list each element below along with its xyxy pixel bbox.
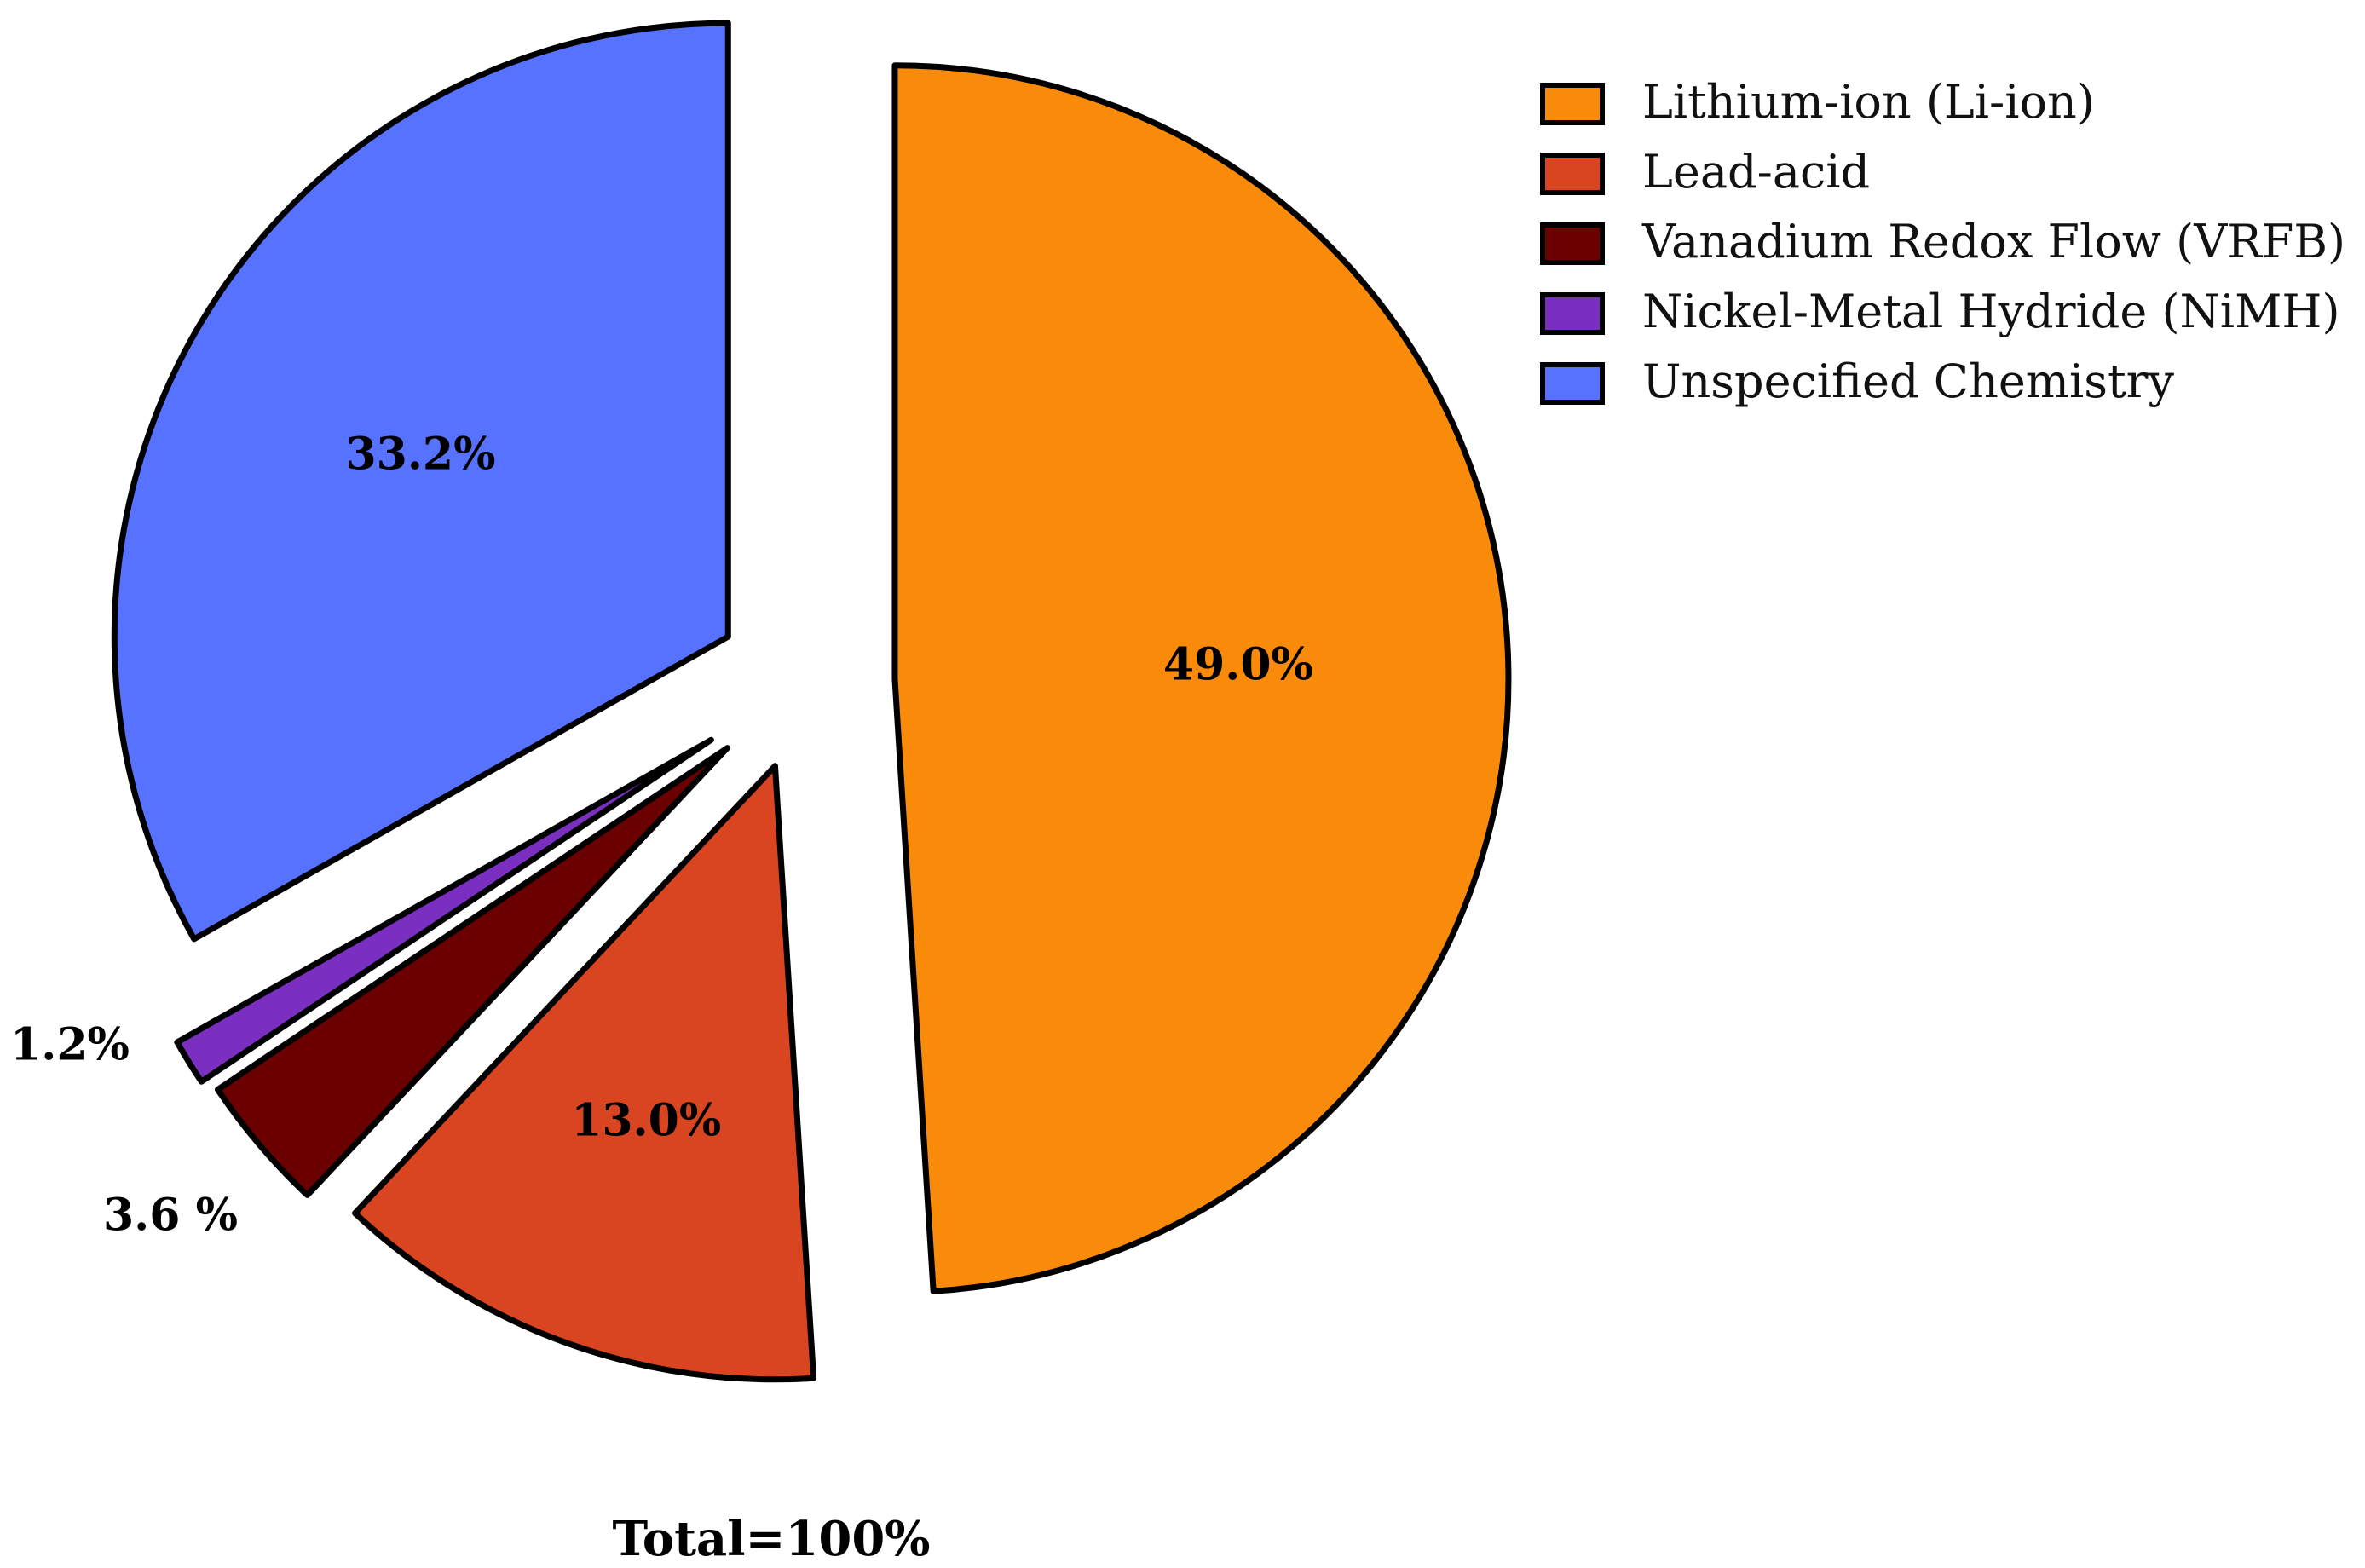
legend: Lithium-ion (Li-ion) Lead-acid Vanadium Re… — [1540, 75, 2345, 408]
legend-label-4: Nickel-Metal Hydride (NiMH) — [1642, 285, 2340, 338]
slice-label-5: 33.2% — [345, 428, 495, 480]
pie-slice-2 — [352, 763, 817, 1383]
legend-label-2: Lead-acid — [1642, 145, 1870, 199]
pie-labels: 49.0% 13.0% 3.6 % 1.2% 33.2% — [10, 428, 1313, 1241]
legend-swatch-2 — [1540, 153, 1605, 195]
pie-slice-3 — [214, 745, 731, 1198]
legend-swatch-1 — [1540, 83, 1605, 125]
slice-label-4: 1.2% — [10, 1019, 130, 1071]
legend-label-1: Lithium-ion (Li-ion) — [1642, 75, 2095, 129]
slice-label-2: 13.0% — [571, 1094, 721, 1146]
total-label: Total=100% — [612, 1511, 930, 1567]
slice-label-1: 49.0% — [1163, 639, 1313, 691]
legend-swatch-4 — [1540, 292, 1605, 335]
slice-label-3: 3.6 % — [103, 1190, 238, 1242]
legend-swatch-3 — [1540, 222, 1605, 265]
pie-slice-4 — [174, 736, 714, 1085]
pie-slice-5 — [111, 20, 731, 943]
legend-label-3: Vanadium Redox Flow (VRFB) — [1641, 215, 2345, 268]
legend-swatch-5 — [1540, 362, 1605, 405]
legend-label-5: Unspecified Chemistry — [1642, 355, 2174, 408]
pie-slices — [111, 20, 1512, 1383]
pie-slice-1 — [891, 62, 1512, 1294]
